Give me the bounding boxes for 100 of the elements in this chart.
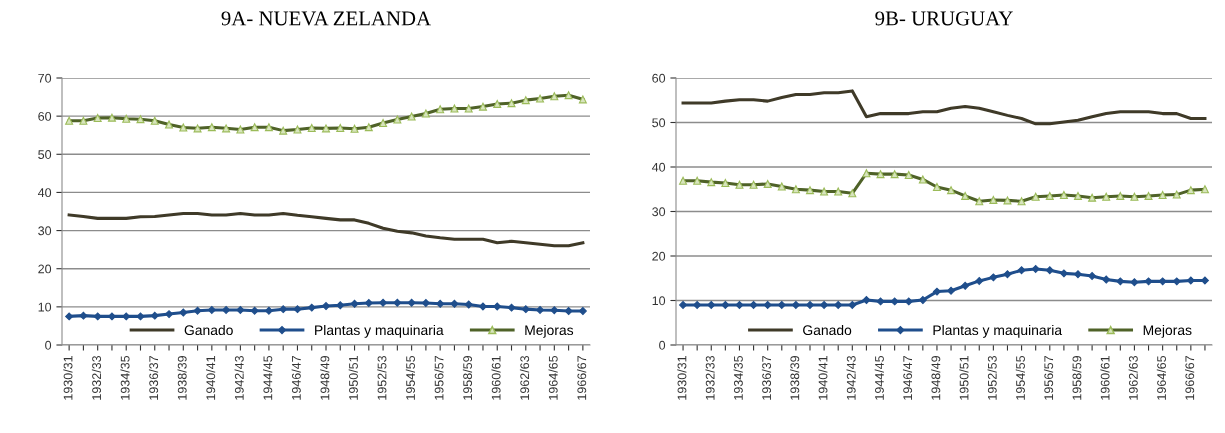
point <box>222 305 231 314</box>
x-tick-label: 1960/61 <box>1100 356 1110 400</box>
legend-label: Mejoras <box>525 324 574 338</box>
point <box>578 307 587 316</box>
point <box>1017 266 1026 275</box>
point <box>307 303 316 312</box>
y-tick-label: 10 <box>652 296 666 306</box>
y-tick-label: 60 <box>652 73 666 83</box>
y-tick-label: 0 <box>659 340 666 350</box>
point <box>1144 277 1153 286</box>
point <box>536 305 545 314</box>
point <box>1130 278 1139 287</box>
point <box>450 299 459 308</box>
point <box>264 306 273 315</box>
point <box>1088 272 1097 281</box>
point <box>1186 276 1195 285</box>
x-tick-label: 1962/63 <box>1128 355 1138 400</box>
point <box>791 300 800 309</box>
point <box>521 305 530 314</box>
x-tick-label: 1944/45 <box>874 355 884 400</box>
point <box>193 306 202 315</box>
x-tick-label: 1966/67 <box>577 356 587 400</box>
x-tick-label: 1934/35 <box>120 355 130 400</box>
y-tick-label: 60 <box>38 111 52 121</box>
point <box>862 296 871 305</box>
x-tick-label: 1948/49 <box>320 356 330 400</box>
legend-label: Plantas y maquinaria <box>933 324 1063 338</box>
point <box>947 286 956 295</box>
point <box>989 273 998 282</box>
point <box>79 311 88 320</box>
point <box>336 301 345 310</box>
point <box>1045 266 1054 275</box>
x-tick-label: 1932/33 <box>91 355 102 400</box>
y-tick-label: 30 <box>38 226 52 236</box>
point <box>848 300 857 309</box>
x-tick-label: 1958/59 <box>1072 356 1082 400</box>
point <box>820 300 829 309</box>
point <box>436 299 445 308</box>
x-tick-label: 1942/43 <box>846 355 856 400</box>
y-tick-label: 20 <box>652 251 666 261</box>
point <box>478 302 487 311</box>
point <box>749 300 758 309</box>
point <box>918 296 927 305</box>
point <box>564 307 573 316</box>
point <box>507 303 516 312</box>
point <box>763 300 772 309</box>
x-tick-label: 1948/49 <box>931 356 941 400</box>
point <box>179 308 188 317</box>
point <box>136 312 145 321</box>
point <box>407 298 416 307</box>
x-tick-label: 1954/55 <box>1015 355 1025 400</box>
x-tick-label: 1936/37 <box>148 356 159 400</box>
x-tick-label: 1940/41 <box>818 356 828 400</box>
y-tick-label: 40 <box>651 162 666 172</box>
point <box>364 299 373 308</box>
x-tick-label: 1930/31 <box>63 356 73 400</box>
x-tick-label: 1952/53 <box>987 355 997 400</box>
point <box>975 276 984 285</box>
x-tick-label: 1964/65 <box>1156 355 1166 400</box>
x-tick-label: 1938/39 <box>177 356 187 400</box>
x-tick-label: 1950/51 <box>959 356 969 400</box>
legend-label: Ganado <box>803 324 852 336</box>
line-series <box>681 89 1207 126</box>
point <box>65 312 74 321</box>
y-tick-label: 50 <box>652 118 666 128</box>
point <box>207 305 216 314</box>
x-tick-label: 1932/33 <box>705 355 715 400</box>
x-tick-label: 1966/67 <box>1185 356 1195 400</box>
point <box>250 306 259 315</box>
y-tick-label: 10 <box>38 302 52 312</box>
point <box>279 305 288 314</box>
legend-label: Mejoras <box>1143 324 1192 338</box>
point <box>421 299 430 308</box>
point <box>293 305 302 314</box>
point <box>393 298 402 307</box>
x-tick-label: 1946/47 <box>291 356 301 400</box>
point <box>1003 270 1012 279</box>
x-tick-label: 1940/41 <box>206 356 216 400</box>
x-tick-label: 1944/45 <box>263 355 273 400</box>
point <box>550 306 559 315</box>
x-tick-label: 1930/31 <box>677 356 687 400</box>
point <box>165 310 174 319</box>
x-tick-label: 1950/51 <box>348 356 358 400</box>
x-tick-label: 1958/59 <box>462 356 473 400</box>
y-tick-label: 70 <box>38 73 52 83</box>
point <box>379 298 388 307</box>
point <box>834 300 843 309</box>
x-tick-label: 1960/61 <box>491 356 501 400</box>
point <box>236 305 245 314</box>
point <box>961 281 970 290</box>
legend-label: Plantas y maquinaria <box>315 324 444 338</box>
x-tick-label: 1956/57 <box>1043 356 1054 400</box>
point <box>150 311 159 320</box>
point <box>1031 264 1040 273</box>
x-tick-label: 1938/39 <box>790 356 800 400</box>
point <box>806 300 814 309</box>
point <box>1074 270 1082 279</box>
point <box>707 300 716 309</box>
x-tick-label: 1952/53 <box>377 355 387 400</box>
point <box>464 300 473 309</box>
